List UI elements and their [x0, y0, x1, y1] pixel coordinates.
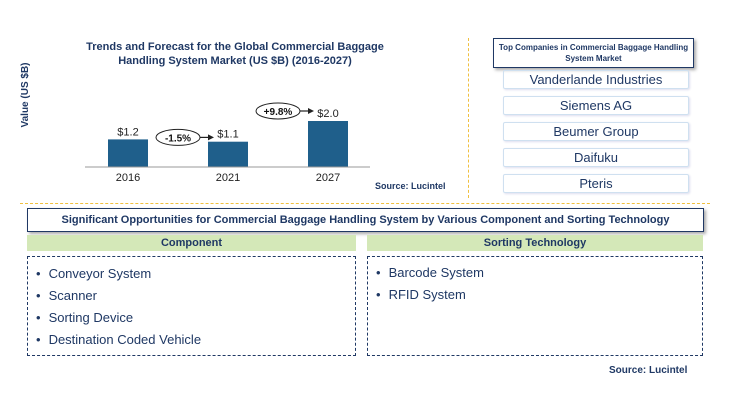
chart-title: Trends and Forecast for the Global Comme…: [60, 40, 410, 68]
growth-arrow-head: [308, 108, 314, 114]
list-item: Scanner: [36, 288, 355, 303]
list-item: Sorting Device: [36, 310, 355, 325]
bar-2016: [108, 139, 148, 167]
company-item: Vanderlande Industries: [503, 70, 689, 89]
sorting-list-box: Barcode System RFID System: [367, 256, 703, 356]
company-item: Pteris: [503, 174, 689, 193]
company-item: Daifuku: [503, 148, 689, 167]
vertical-divider: [468, 38, 469, 198]
opportunities-title: Significant Opportunities for Commercial…: [27, 208, 704, 232]
list-item: Barcode System: [376, 265, 702, 280]
chart-title-line2: Handling System Market (US $B) (2016-202…: [118, 55, 352, 67]
value-label: $1.1: [217, 129, 238, 141]
y-axis-label: Value (US $B): [20, 62, 31, 128]
list-item: Destination Coded Vehicle: [36, 332, 355, 347]
bar-chart: $1.2 2016 $1.1 2021 $2.0 2027 -1.5% +9.8%: [85, 102, 370, 184]
growth-label: +9.8%: [264, 107, 293, 118]
value-label: $2.0: [317, 108, 338, 120]
company-item: Beumer Group: [503, 122, 689, 141]
x-tick-label: 2027: [316, 172, 340, 184]
bar-2027: [308, 121, 348, 167]
chart-source: Source: Lucintel: [375, 181, 446, 191]
x-tick-label: 2021: [216, 172, 240, 184]
horizontal-divider: [20, 203, 710, 204]
bar-2021: [208, 141, 248, 167]
top-companies-title: Top Companies in Commercial Baggage Hand…: [493, 38, 694, 68]
component-header: Component: [27, 235, 356, 251]
sorting-technology-header: Sorting Technology: [367, 235, 703, 251]
company-item: Siemens AG: [503, 96, 689, 115]
component-list-box: Conveyor System Scanner Sorting Device D…: [27, 256, 356, 356]
chart-title-line1: Trends and Forecast for the Global Comme…: [86, 41, 384, 53]
list-item: Conveyor System: [36, 266, 355, 281]
footer-source: Source: Lucintel: [609, 365, 688, 376]
growth-label: -1.5%: [165, 133, 191, 144]
value-label: $1.2: [117, 126, 138, 138]
list-item: RFID System: [376, 287, 702, 302]
x-tick-label: 2016: [116, 172, 140, 184]
growth-arrow-head: [208, 134, 214, 141]
